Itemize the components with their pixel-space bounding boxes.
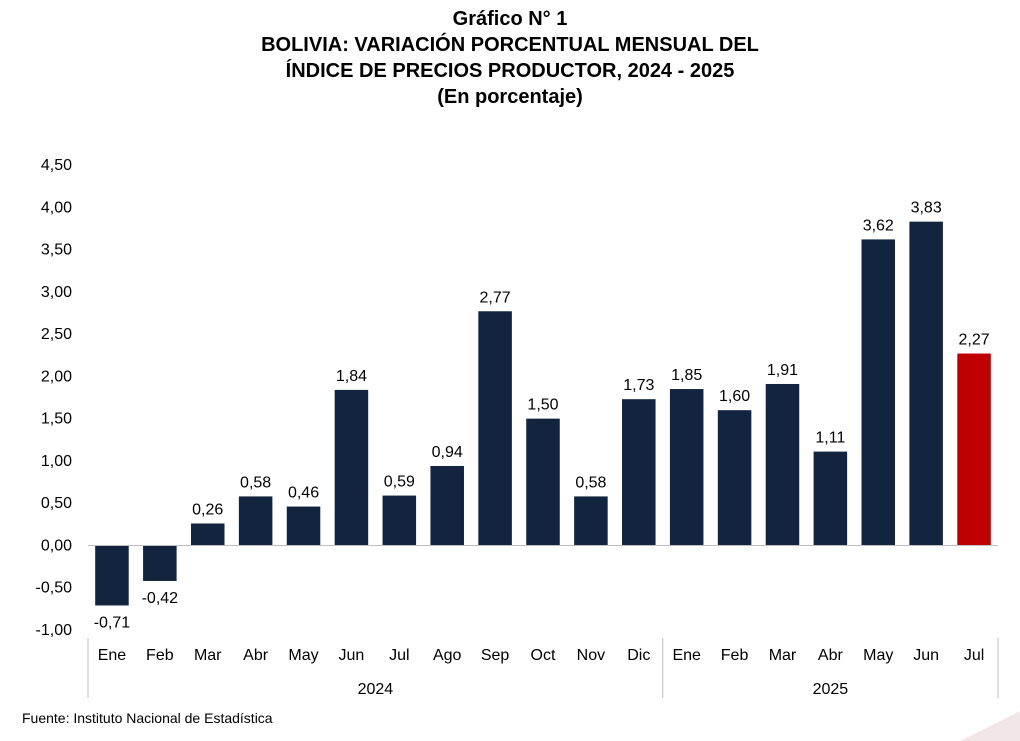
bar [286,506,321,546]
chart-title-line-2: ÍNDICE DE PRECIOS PRODUCTOR, 2024 - 2025 [285,60,735,82]
chart-title-line-1: BOLIVIA: VARIACIÓN PORCENTUAL MENSUAL DE… [261,34,759,56]
bar [574,496,608,546]
bar [143,545,177,581]
bar [669,389,704,546]
data-label: 1,91 [767,362,798,379]
bar [526,418,560,546]
data-label: 0,58 [575,474,606,491]
bar [622,399,656,546]
bar [95,545,129,606]
data-label: 0,94 [432,444,463,461]
bar [334,389,369,546]
data-label: 0,26 [192,501,223,518]
data-label: 1,85 [671,367,702,384]
data-label: 1,11 [815,430,845,447]
data-label: -0,71 [94,614,131,631]
x-tick-label: May [288,647,318,664]
data-label: 0,58 [240,474,271,491]
x-tick-label: Nov [577,647,605,664]
bar [478,311,512,546]
bar [238,496,273,546]
x-tick-label: Abr [243,647,269,664]
x-tick-label: Feb [721,647,749,664]
data-label: 1,50 [527,397,558,414]
data-label: 2,77 [480,289,511,306]
bar [190,523,225,546]
x-tick-label: Jul [964,647,984,664]
y-tick-label: 2,50 [41,326,72,343]
data-label: 3,83 [911,200,942,217]
x-tick-label: Oct [531,647,556,664]
y-tick-label: 1,00 [41,453,72,470]
decorative-corner [960,711,1020,741]
bar [813,451,848,546]
bar [765,383,800,546]
chart-number: Gráfico N° 1 [452,8,568,30]
data-label: -0,42 [142,590,179,607]
chart-title-block: Gráfico N° 1 BOLIVIA: VARIACIÓN PORCENTU… [0,6,1020,110]
x-tick-label: Jun [339,647,365,664]
data-label: 1,60 [719,388,750,405]
y-tick-label: -1,00 [36,622,73,639]
bar [382,495,417,546]
x-tick-label: Sep [481,647,510,664]
y-tick-label: 0,00 [41,537,72,554]
bar [909,221,943,546]
data-label: 1,73 [623,377,654,394]
data-label: 0,46 [288,485,319,502]
x-tick-label: Feb [146,647,174,664]
data-label: 3,62 [863,217,894,234]
y-tick-label: 2,00 [41,368,72,385]
group-label: 2025 [813,681,849,698]
y-tick-label: 3,50 [41,242,72,259]
y-tick-label: 0,50 [41,495,72,512]
x-tick-label: Dic [627,647,650,664]
chart-subtitle: (En porcentaje) [437,86,583,108]
x-tick-label: May [863,647,893,664]
data-label: 2,27 [958,332,989,349]
x-tick-label: Ene [672,647,701,664]
y-tick-label: 4,50 [41,157,72,174]
bar [430,465,464,546]
x-tick-label: Jun [913,647,939,664]
source-note: Fuente: Instituto Nacional de Estadístic… [22,710,273,726]
x-tick-label: Jul [389,647,409,664]
x-tick-label: Abr [818,647,844,664]
bar [717,410,752,546]
x-tick-label: Ago [433,647,462,664]
x-tick-label: Mar [769,647,797,664]
y-tick-label: -0,50 [36,580,73,597]
data-label: 1,84 [336,368,367,385]
data-label: 0,59 [384,474,415,491]
y-tick-label: 3,00 [41,284,72,301]
x-tick-label: Ene [98,647,127,664]
bar [861,239,896,546]
x-tick-label: Mar [194,647,222,664]
y-tick-label: 4,00 [41,199,72,216]
group-label: 2024 [358,681,394,698]
bar [957,353,991,546]
y-tick-label: 1,50 [41,411,72,428]
